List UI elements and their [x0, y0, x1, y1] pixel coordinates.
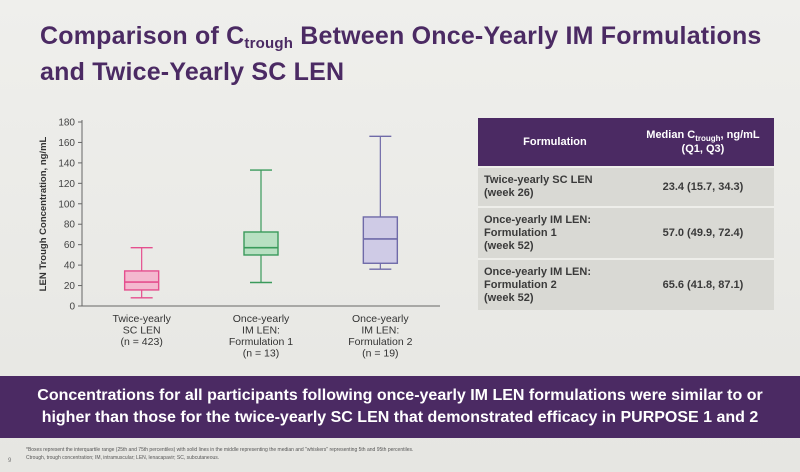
row-value: 65.6 (41.8, 87.1): [631, 258, 774, 310]
y-tick-label: 140: [58, 158, 75, 169]
row-value: 57.0 (49.9, 72.4): [631, 206, 774, 259]
box-iqr: [243, 231, 279, 256]
y-tick-label: 100: [58, 199, 75, 210]
row-label-line: (week 26): [484, 187, 534, 199]
x-category-label: (n = 13): [243, 348, 279, 360]
x-category-label: (n = 19): [362, 348, 398, 360]
row-label-line: (week 52): [484, 239, 534, 252]
header-median-unit: , ng/mL: [720, 128, 760, 141]
title-prefix: Comparison of C: [40, 22, 245, 50]
banner-line-2: higher than those for the twice-yearly S…: [41, 409, 759, 426]
conclusion-banner: Concentrations for all participants foll…: [0, 376, 800, 438]
table-row: Twice-yearly SC LEN (week 26) 23.4 (15.7…: [478, 166, 774, 207]
header-quartiles: (Q1, Q3): [681, 143, 725, 156]
row-label: Once-yearly IM LEN: Formulation 1 (week …: [478, 206, 632, 259]
table-row: Once-yearly IM LEN: Formulation 1 (week …: [478, 206, 774, 259]
y-tick-label: 180: [58, 118, 75, 129]
x-category-label: IM LEN:: [242, 325, 280, 337]
header-median: Median Ctrough, ng/mL (Q1, Q3): [631, 118, 774, 167]
row-label: Twice-yearly SC LEN (week 26): [478, 166, 632, 207]
y-axis-label: LEN Trough Concentration, ng/mL: [38, 136, 49, 291]
x-category-label: Twice-yearly: [112, 313, 171, 325]
row-label-line: Once-yearly IM LEN:: [484, 213, 591, 226]
title-line-1: Comparison of Ctrough Between Once-Yearl…: [40, 22, 790, 58]
row-value: 23.4 (15.7, 34.3): [631, 166, 774, 207]
ctrough-table: Formulation Median Ctrough, ng/mL (Q1, Q…: [478, 118, 774, 310]
row-label-line: Once-yearly IM LEN:: [484, 265, 591, 278]
x-category-label: Formulation 2: [348, 336, 412, 348]
title-suffix: Between Once-Yearly IM Formulations: [293, 22, 762, 50]
x-category-label: SC LEN: [123, 325, 161, 337]
footnote-line-1: *Boxes represent the interquartile range…: [26, 447, 414, 453]
box-iqr: [123, 270, 160, 291]
header-median-text: Median C: [646, 128, 696, 141]
box-plot-chart: 0 20 40 60 80 100 120 140 160 180 LEN Trough Conce…: [38, 118, 440, 360]
x-category-label: IM LEN:: [361, 325, 399, 337]
y-tick-label: 20: [64, 281, 76, 292]
banner-line-1: Concentrations for all participants foll…: [37, 387, 763, 404]
row-label: Once-yearly IM LEN: Formulation 2 (week …: [478, 258, 632, 310]
slide-title: Comparison of Ctrough Between Once-Yearl…: [40, 22, 790, 86]
box-iqr: [362, 216, 399, 264]
table-header-row: Formulation Median Ctrough, ng/mL (Q1, Q…: [478, 118, 774, 167]
title-line-2: and Twice-Yearly SC LEN: [40, 58, 345, 86]
row-label-line: (week 52): [484, 291, 534, 304]
header-median-sub: trough: [695, 134, 721, 144]
y-tick-label: 40: [64, 261, 76, 272]
y-tick-label: 160: [58, 138, 75, 149]
page-number: 9: [8, 458, 12, 464]
row-label-line: Twice-yearly SC LEN: [484, 174, 593, 186]
table-row: Once-yearly IM LEN: Formulation 2 (week …: [478, 258, 774, 310]
header-formulation: Formulation: [478, 118, 632, 167]
y-tick-label: 60: [64, 240, 76, 251]
y-tick-label: 0: [69, 302, 75, 313]
y-tick-label: 120: [58, 179, 75, 190]
y-tick-label: 80: [64, 220, 76, 231]
x-category-label: Once-yearly: [233, 313, 290, 325]
title-subscript: trough: [244, 35, 294, 52]
x-category-label: Once-yearly: [352, 313, 409, 325]
footnotes: *Boxes represent the interquartile range…: [26, 446, 766, 462]
row-label-line: Formulation 1: [484, 226, 557, 239]
row-label-line: Formulation 2: [484, 278, 557, 291]
footnote-line-2: Ctrough, trough concentration; IM, intra…: [26, 455, 220, 461]
x-category-label: Formulation 1: [229, 336, 293, 348]
x-category-label: (n = 423): [121, 336, 163, 348]
